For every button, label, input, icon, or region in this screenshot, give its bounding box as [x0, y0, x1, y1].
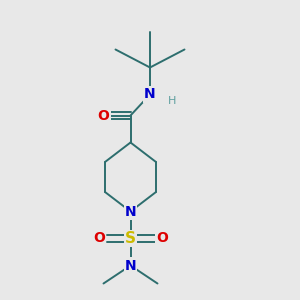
Text: O: O: [156, 232, 168, 245]
Text: N: N: [125, 205, 136, 218]
Text: O: O: [93, 232, 105, 245]
Text: N: N: [144, 88, 156, 101]
Text: S: S: [125, 231, 136, 246]
Text: N: N: [125, 259, 136, 272]
Text: O: O: [98, 109, 110, 122]
Text: H: H: [168, 95, 177, 106]
